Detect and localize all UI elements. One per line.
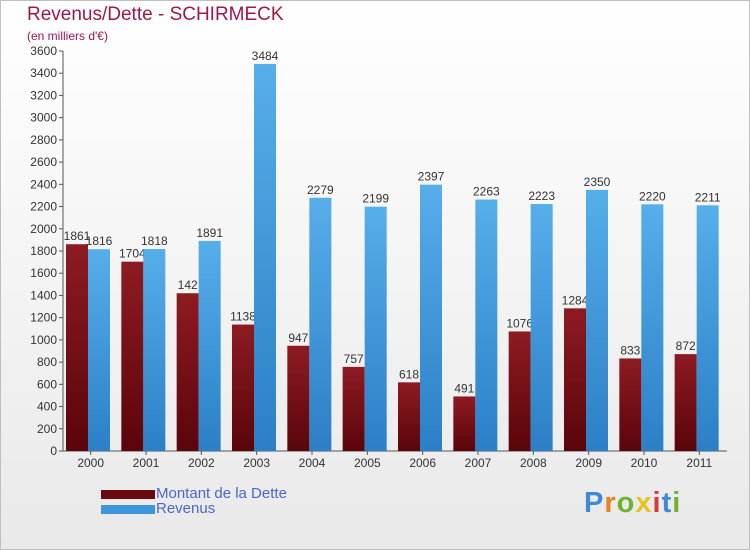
x-tick-label: 2011 [686, 456, 712, 470]
proxiti-logo: Proxiti [584, 487, 681, 520]
x-tick-label: 2002 [188, 456, 215, 470]
data-label-dette: 872 [676, 339, 696, 353]
data-label-dette: 1704 [119, 247, 146, 261]
y-tick-label: 3400 [30, 66, 57, 80]
bar-dette [66, 244, 88, 451]
data-label-revenus: 2263 [473, 185, 500, 199]
data-label-dette: 757 [344, 352, 364, 366]
bar-revenus [88, 249, 110, 451]
logo-letter: i [672, 487, 682, 519]
y-tick-label: 800 [37, 355, 57, 369]
data-label-revenus: 1891 [196, 226, 223, 240]
data-label-revenus: 2397 [418, 170, 445, 184]
y-tick-label: 400 [37, 400, 57, 414]
data-label-dette: 491 [454, 381, 474, 395]
data-label-dette: 947 [288, 331, 308, 345]
bar-dette [176, 293, 199, 451]
data-label-revenus: 3484 [252, 49, 279, 63]
x-tick-label: 2010 [631, 456, 658, 470]
bar-dette [232, 324, 254, 451]
x-tick-label: 2008 [520, 456, 547, 470]
data-label-dette: 1076 [506, 316, 533, 330]
y-tick-label: 3000 [30, 111, 57, 125]
y-tick-label: 1600 [30, 266, 57, 280]
bar-revenus [198, 240, 221, 451]
y-tick-label: 2400 [30, 177, 57, 191]
data-label-revenus: 2199 [362, 192, 389, 206]
data-label-dette: 833 [620, 343, 640, 357]
logo-letter: i [652, 487, 662, 519]
data-label-dette: 1861 [64, 229, 91, 243]
bar-dette [121, 261, 144, 451]
bar-dette [287, 345, 310, 451]
y-tick-label: 1000 [30, 333, 57, 347]
y-tick-label: 1200 [30, 311, 57, 325]
legend-label-dette: Montant de la Dette [156, 485, 287, 502]
y-tick-label: 0 [50, 444, 57, 458]
bar-dette [453, 396, 476, 451]
data-label-revenus: 2211 [695, 190, 721, 204]
bar-revenus [143, 249, 166, 451]
bar-revenus [696, 205, 719, 451]
bar-dette [342, 366, 365, 451]
y-tick-label: 1400 [30, 288, 57, 302]
x-tick-label: 2000 [77, 456, 104, 470]
logo-letter: r [604, 487, 617, 519]
data-label-revenus: 2223 [528, 189, 555, 203]
y-tick-label: 2200 [30, 200, 57, 214]
data-label-revenus: 1818 [141, 234, 168, 248]
x-tick-label: 2004 [299, 456, 326, 470]
bar-dette [564, 308, 586, 451]
data-label-revenus: 2220 [639, 189, 666, 203]
data-label-revenus: 2350 [584, 175, 611, 189]
y-tick-label: 600 [37, 377, 57, 391]
bar-revenus [641, 204, 664, 451]
y-tick-label: 3200 [30, 88, 57, 102]
x-tick-label: 2003 [243, 456, 270, 470]
logo-letter: x [635, 487, 653, 519]
bar-revenus [420, 184, 442, 451]
legend-label-revenus: Revenus [156, 500, 216, 517]
data-label-dette: 1138 [230, 310, 256, 324]
data-label-dette: 618 [399, 367, 419, 381]
y-tick-label: 2000 [30, 222, 57, 236]
bar-dette [508, 331, 531, 451]
x-tick-label: 2005 [354, 456, 381, 470]
x-tick-label: 2001 [133, 456, 160, 470]
logo-letter: t [661, 487, 673, 519]
y-tick-label: 2800 [30, 133, 57, 147]
legend-swatch-revenus [101, 505, 155, 514]
chart-title: Revenus/Dette - SCHIRMECK [27, 4, 284, 25]
data-label-dette: 142 [178, 278, 198, 292]
logo-letter: o [616, 487, 636, 519]
chart-subtitle: (en milliers d'€) [27, 29, 108, 43]
y-tick-label: 200 [37, 422, 57, 436]
bar-revenus [475, 199, 498, 451]
bar-dette [398, 382, 420, 451]
legend-swatch-dette [101, 490, 155, 499]
x-tick-label: 2009 [575, 456, 602, 470]
bar-revenus [586, 189, 608, 451]
y-tick-label: 3600 [30, 44, 57, 58]
data-label-revenus: 2279 [307, 183, 334, 197]
data-label-dette: 1284 [562, 293, 589, 307]
bar-revenus [254, 63, 276, 452]
bar-revenus [530, 204, 553, 451]
x-tick-label: 2007 [465, 456, 492, 470]
y-tick-label: 1800 [30, 244, 57, 258]
bar-dette [674, 354, 697, 451]
x-tick-label: 2006 [409, 456, 436, 470]
data-label-revenus: 1816 [86, 234, 113, 248]
logo-letter: P [584, 487, 605, 519]
bar-revenus [309, 197, 332, 451]
bar-dette [619, 358, 642, 451]
bar-revenus [364, 206, 387, 451]
y-tick-label: 2600 [30, 155, 57, 169]
